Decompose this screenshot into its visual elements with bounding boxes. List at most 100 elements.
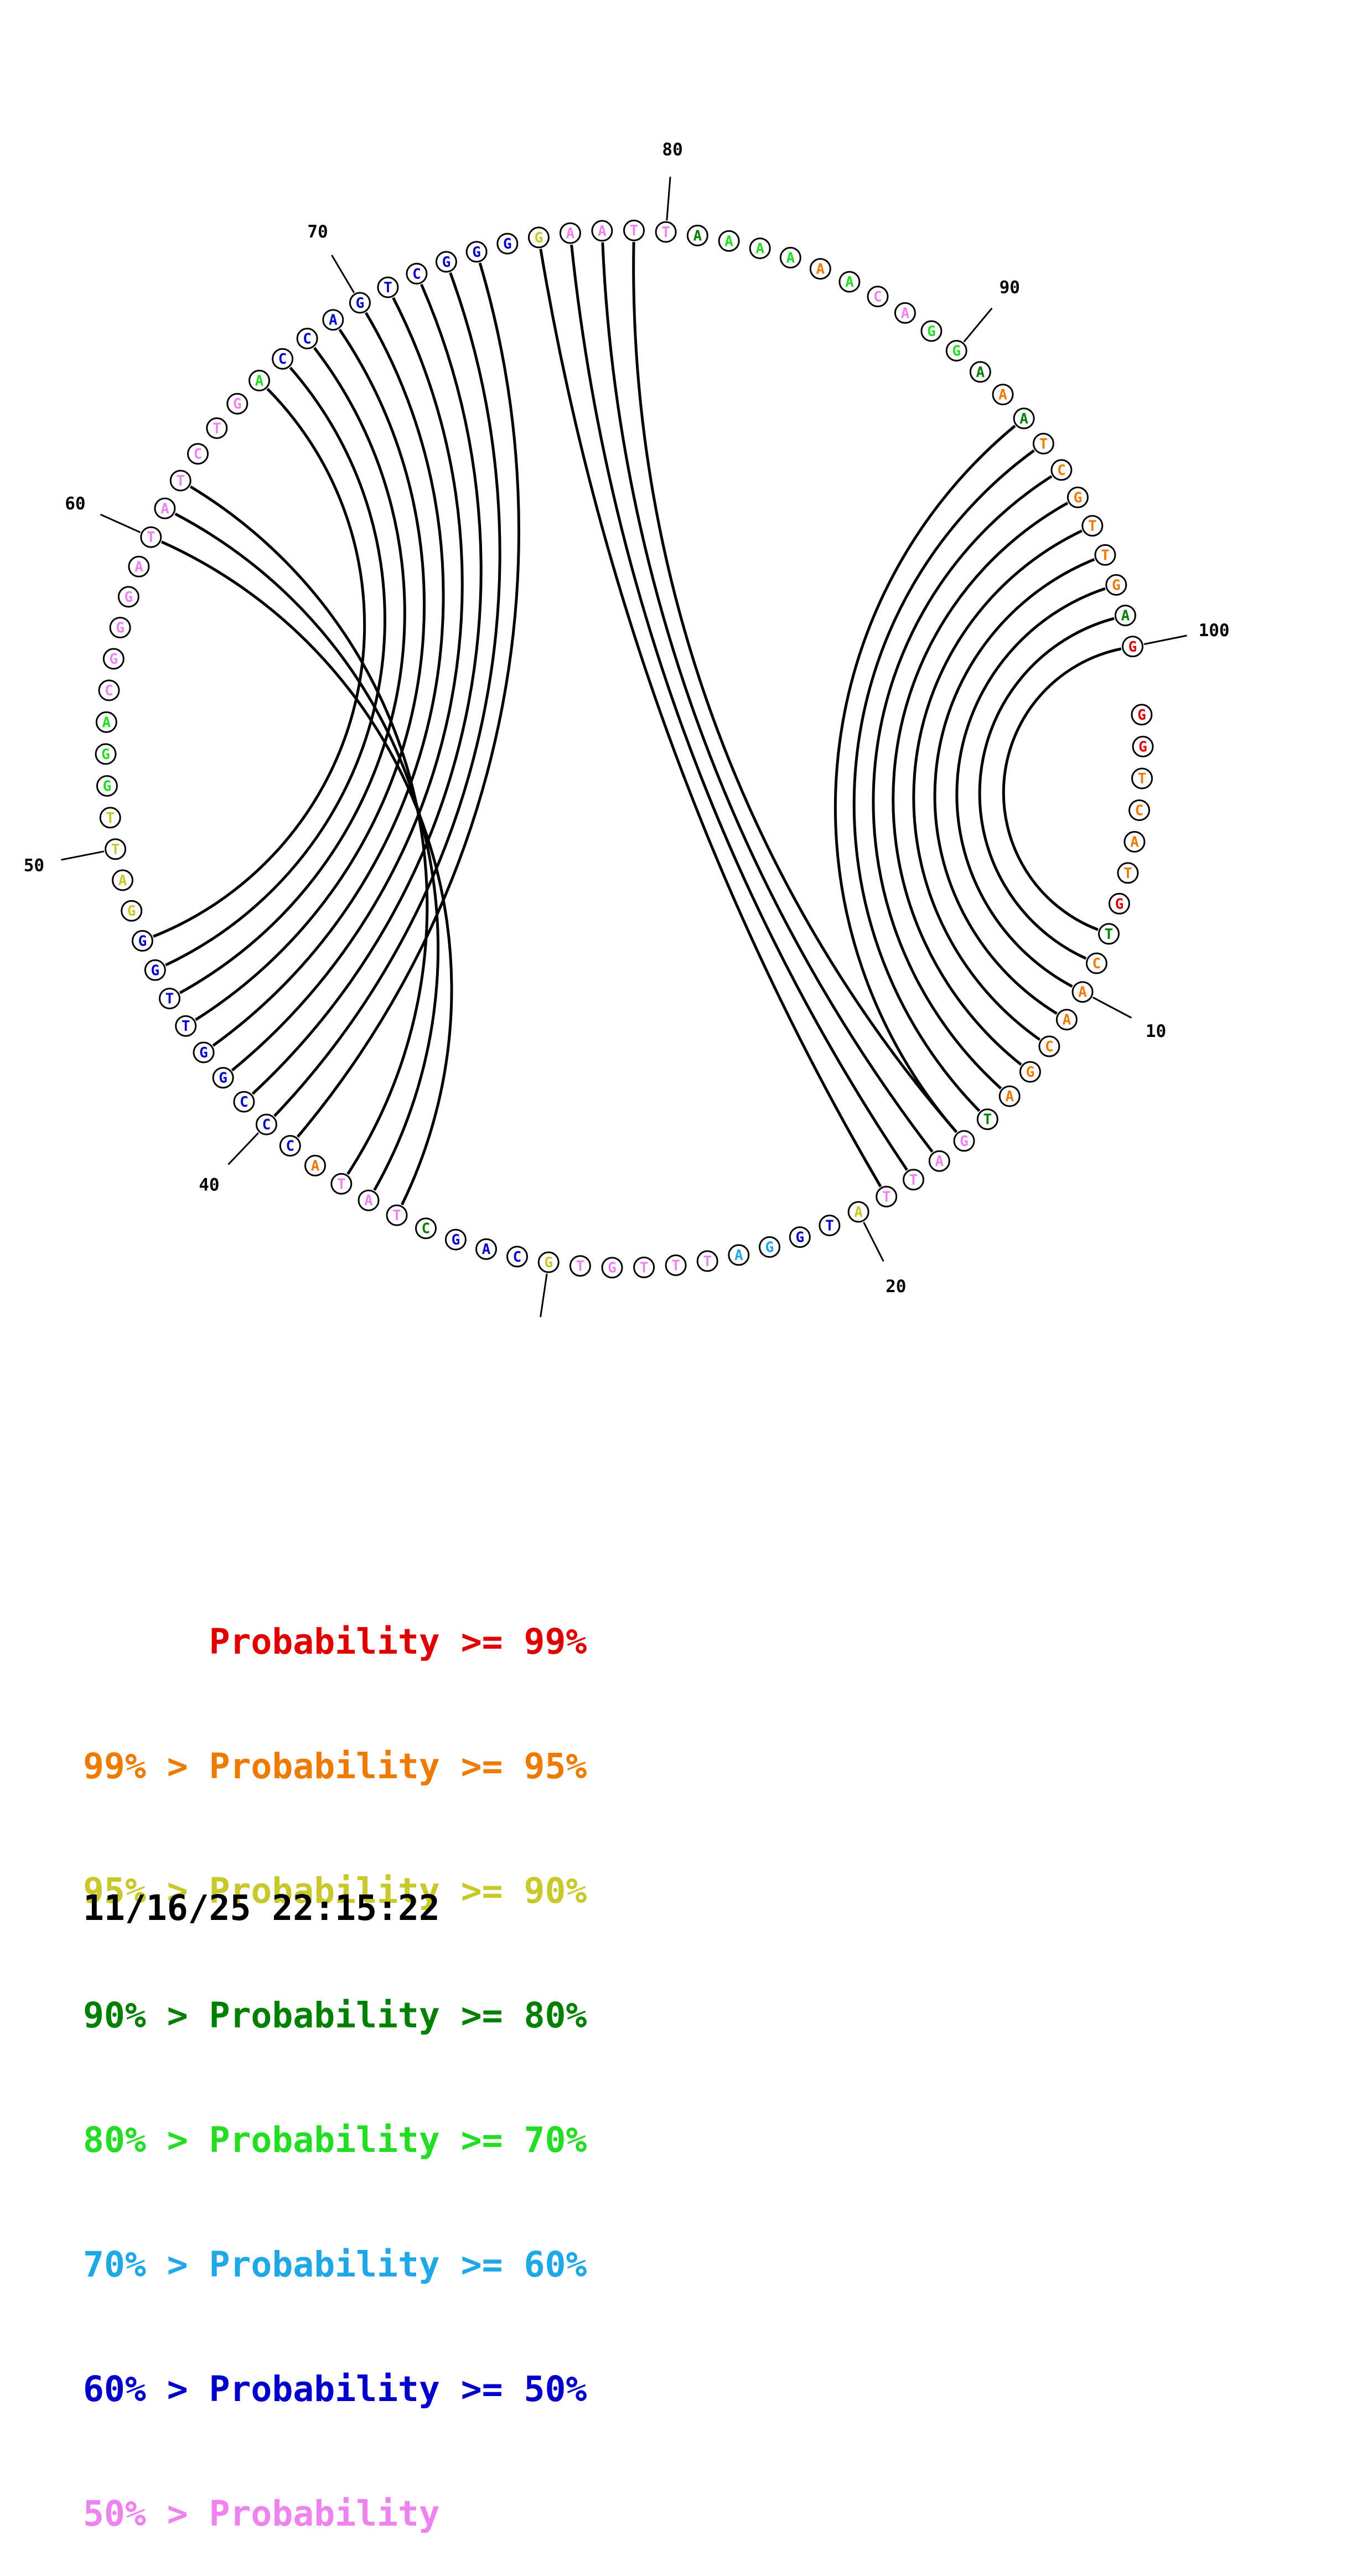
nucleotide: T [175,1015,197,1037]
nucleotide: G [131,930,153,952]
nucleotide: G [193,1041,215,1064]
tick-label: 90 [1000,277,1020,297]
timestamp: 11/16/25 22:15:22 [83,1888,440,1928]
nucleotide-circle [496,233,519,255]
nucleotide-circle [169,469,191,492]
nucleotide-circle [601,1257,623,1279]
pair-arc [165,366,386,967]
nucleotide-letter: T [106,810,115,827]
nucleotide-circle [117,586,139,608]
nucleotide-circle [296,328,318,349]
nucleotide-letter: C [286,1138,294,1155]
nucleotide-letter: G [233,396,242,412]
nucleotide-letter: C [278,351,287,368]
nucleotide: C [279,1135,301,1157]
nucleotide: A [154,497,176,519]
nucleotide-letter: T [337,1176,346,1193]
nucleotide-letter: A [854,1204,863,1221]
nucleotide-circle [1108,892,1130,915]
nucleotide-letter: A [901,305,910,322]
nucleotide-letter: C [513,1249,522,1266]
tick-line [227,1132,259,1165]
nucleotide-letter: T [640,1259,649,1276]
nucleotide-letter: C [262,1117,271,1133]
pair-arc [195,328,426,1021]
nucleotide: G [95,743,117,765]
nucleotide-letter: G [138,933,147,949]
nucleotide-letter: A [255,373,264,389]
nucleotide-letter: G [765,1240,774,1256]
nucleotide: G [96,775,118,797]
nucleotide-letter: T [1039,436,1048,452]
tick-line [863,1222,884,1262]
nucleotide-circle [444,1228,467,1251]
nucleotide-circle [121,900,143,922]
nucleotide-letter: T [147,529,156,546]
nucleotide: C [1038,1035,1060,1057]
nucleotide: G [527,226,550,249]
nucleotide-letter: G [116,620,125,637]
nucleotide-letter: A [845,274,854,291]
pair-arc [833,425,1016,1133]
nucleotide-circle [358,1189,380,1211]
pair-arc [1002,647,1122,931]
tick-label: 80 [662,140,682,160]
nucleotide-letter: A [1019,411,1028,427]
nucleotide-circle [665,1254,687,1276]
nucleotide-circle [1128,799,1150,821]
nucleotide-circle [1071,981,1094,1003]
nucleotide-circle [187,443,209,465]
nucleotide-letter: T [1124,865,1132,882]
nucleotide: G [1066,486,1089,508]
pair-arc [912,529,1083,1041]
nucleotide-circle [867,286,889,308]
nucleotide-circle [272,348,294,370]
nucleotide-letter: T [213,420,221,437]
nucleotide: G [1108,892,1130,915]
nucleotide-circle [1032,432,1054,455]
pair-arc [872,475,1053,1090]
nucleotide: A [591,220,613,242]
nucleotide: A [894,302,916,324]
nucleotide-circle [322,309,344,331]
pair-arc [570,244,908,1171]
nucleotide: G [920,320,943,342]
nucleotide-circle [1038,1035,1060,1057]
pair-arc [179,347,406,994]
nucleotide: G [945,340,967,362]
nucleotide: A [112,869,133,891]
nucleotide-letter: T [176,473,185,489]
nucleotide-letter: G [952,343,961,360]
nucleotide: A [686,224,708,246]
nucleotide-circle [1131,704,1153,726]
nucleotide: G [465,241,488,263]
tick-line [540,1273,548,1318]
nucleotide-circle [1105,574,1127,596]
nucleotide-letter: T [983,1112,992,1128]
nucleotide-letter: G [151,962,159,979]
nucleotide-letter: A [566,225,575,242]
nucleotide-circle [1081,515,1104,537]
nucleotide-letter: G [608,1260,617,1277]
nucleotide: T [1117,862,1139,884]
nucleotide-letter: G [127,903,136,920]
nucleotide-circle [728,1244,750,1266]
tick-label: 70 [307,222,328,242]
nucleotide: A [809,258,831,280]
nucleotide: T [696,1250,718,1272]
nucleotide-circle [279,1135,301,1157]
nucleotide-circle [99,807,121,829]
nucleotide-circle [876,1185,898,1207]
nucleotide-circle [248,369,270,391]
nucleotide: T [159,988,180,1010]
nucleotide-letter: T [111,842,120,858]
nucleotide-letter: G [219,1070,227,1087]
nucleotide-circle [349,292,371,314]
nucleotide-circle [465,241,488,263]
nucleotide-circle [506,1246,528,1268]
nucleotide-circle [175,1015,197,1037]
nucleotide-circle [1055,1009,1078,1031]
nucleotide: T [206,417,228,439]
nucleotide: G [444,1228,467,1251]
nucleotide-circle [847,1201,869,1223]
